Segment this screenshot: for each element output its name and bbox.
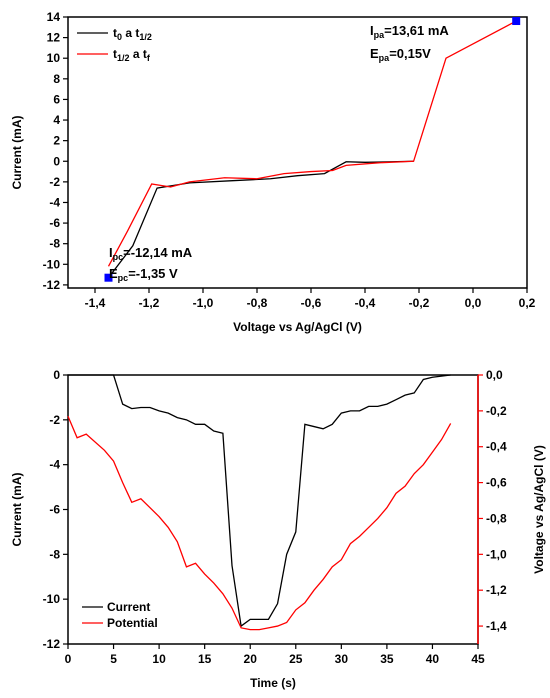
x-tick-label: 20	[244, 652, 258, 666]
annotation-ipc: Ipc=-12,14 mA	[109, 245, 193, 262]
x-axis-title: Voltage vs Ag/AgCl (V)	[233, 320, 362, 334]
y-tick-label: 0	[53, 154, 60, 168]
legend-text-main: t	[113, 47, 117, 61]
series-line-potential	[67, 415, 452, 631]
y2-tick-label: -0,2	[486, 404, 507, 418]
x-tick-label: 35	[380, 652, 394, 666]
anno-rest: =-12,14 mA	[123, 245, 193, 260]
legend-text-sub: 0	[117, 32, 122, 42]
y2-tick-label: -0,8	[486, 511, 507, 525]
y-tick-label: -10	[43, 592, 61, 606]
plot-frame	[67, 16, 528, 289]
y-tick-label: -4	[49, 458, 60, 472]
y-axis-title: Current (mA)	[10, 115, 24, 189]
y-tick-label: -8	[49, 237, 60, 251]
legend-text-sub2: f	[147, 53, 151, 63]
legend-text-sub: 1/2	[117, 53, 130, 63]
annotation-epc: Epc=-1,35 V	[109, 266, 178, 283]
legend-text-main: t	[113, 26, 117, 40]
anno-sub: pa	[379, 53, 390, 63]
x-tick-label: -1,2	[139, 296, 160, 310]
x-tick-label: 0	[65, 652, 72, 666]
y-tick-label: -2	[49, 175, 60, 189]
x-tick-label: 0,0	[465, 296, 482, 310]
x-tick-label: 25	[289, 652, 303, 666]
peak-marker-0	[104, 273, 113, 282]
series-line-1	[107, 20, 517, 267]
y-tick-label: 2	[53, 134, 60, 148]
legend-label-1: Potential	[107, 616, 158, 630]
y-tick-label: -4	[49, 195, 60, 209]
peak-marker-1	[512, 17, 521, 26]
x-tick-label: 15	[198, 652, 212, 666]
series-line-current	[68, 374, 451, 628]
anno-main: E	[370, 46, 379, 61]
x-tick-label: 30	[335, 652, 349, 666]
anno-rest: =0,15V	[389, 46, 431, 61]
y-tick-label: -12	[43, 637, 61, 651]
anno-sub: pc	[113, 252, 124, 262]
series-line-0	[107, 160, 414, 279]
y-tick-label: -10	[43, 257, 61, 271]
anno-main: I	[109, 245, 113, 260]
y-tick-label: -6	[49, 503, 60, 517]
legend-text-mid: a t	[130, 47, 147, 61]
x-tick-label: -1,4	[85, 296, 106, 310]
legend-label-0: Current	[107, 600, 150, 614]
x-tick-label: -0,6	[301, 296, 322, 310]
y-axis-title: Current (mA)	[10, 472, 24, 546]
anno-sub: pc	[118, 273, 129, 283]
anno-rest: =-1,35 V	[128, 266, 178, 281]
x-tick-label: 5	[110, 652, 117, 666]
y2-tick-label: -1,4	[486, 619, 507, 633]
y2-tick-label: -1,0	[486, 547, 507, 561]
x-tick-label: -0,8	[247, 296, 268, 310]
y-tick-label: 14	[47, 10, 61, 24]
x-tick-label: 40	[426, 652, 440, 666]
y-tick-label: 4	[53, 113, 60, 127]
annotation-ipa: Ipa=13,61 mA	[370, 23, 449, 40]
y2-tick-label: -1,2	[486, 583, 507, 597]
x-tick-label: -0,4	[355, 296, 376, 310]
anno-sub: pa	[374, 30, 385, 40]
time-series-chart: 0 5 10 15 20 25 30 35 40 45 0 -2 -4 -6 -8 -10 -12 0,0 -0,2…	[10, 368, 546, 690]
anno-main: I	[370, 23, 374, 38]
x-tick-label: -1,0	[193, 296, 214, 310]
y2-tick-label: -0,4	[486, 440, 507, 454]
cyclic-voltammogram-chart: -1,4 -1,2 -1,0 -0,8 -0,6 -0,4 -0,2 0,0 0,2 -12 -10…	[10, 10, 536, 334]
y-tick-label: 0	[53, 368, 60, 382]
annotation-epa: Epa=0,15V	[370, 46, 431, 63]
y-tick-label: -6	[49, 216, 60, 230]
x-tick-label: 0,2	[519, 296, 536, 310]
y-tick-label: -2	[49, 413, 60, 427]
y-tick-label: 10	[47, 51, 61, 65]
y2-tick-label: -0,6	[486, 476, 507, 490]
anno-main: E	[109, 266, 118, 281]
legend-text-mid: a t	[122, 26, 139, 40]
x-tick-label: 45	[471, 652, 485, 666]
legend-text-sub2: 1/2	[139, 32, 152, 42]
y-tick-label: -8	[49, 547, 60, 561]
anno-rest: =13,61 mA	[384, 23, 449, 38]
y-tick-label: 12	[47, 31, 61, 45]
x-axis-title: Time (s)	[250, 676, 296, 690]
legend-label-1: t1/2 a tf	[113, 47, 151, 63]
y-tick-label: 6	[53, 92, 60, 106]
y-tick-label: -12	[43, 278, 61, 292]
x-tick-label: 10	[152, 652, 166, 666]
y2-tick-label: 0,0	[486, 368, 503, 382]
y-tick-label: 8	[53, 72, 60, 86]
legend-label-0: t0 a t1/2	[113, 26, 152, 42]
x-tick-label: -0,2	[409, 296, 430, 310]
y2-axis-title: Voltage vs Ag/AgCl (V)	[532, 445, 546, 574]
